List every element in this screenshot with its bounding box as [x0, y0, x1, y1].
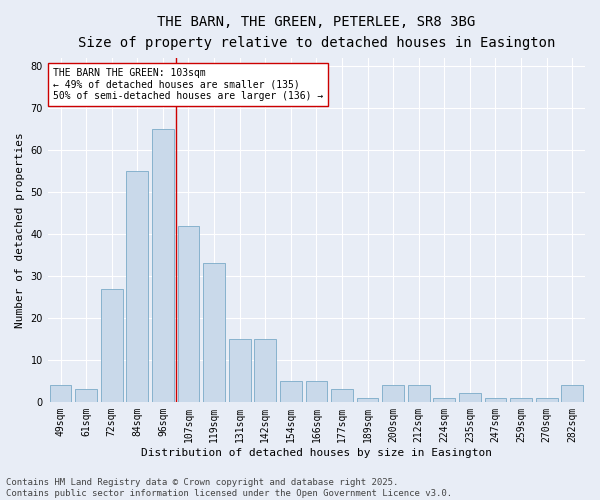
Bar — [562, 385, 583, 402]
Bar — [510, 398, 532, 402]
Text: THE BARN THE GREEN: 103sqm
← 49% of detached houses are smaller (135)
50% of sem: THE BARN THE GREEN: 103sqm ← 49% of deta… — [53, 68, 323, 101]
Bar — [203, 264, 225, 402]
Bar — [50, 385, 71, 402]
Bar — [178, 226, 199, 402]
Bar — [536, 398, 557, 402]
Bar — [382, 385, 404, 402]
Bar — [305, 381, 327, 402]
Bar — [356, 398, 379, 402]
Bar — [433, 398, 455, 402]
Bar — [254, 339, 276, 402]
Bar — [485, 398, 506, 402]
Bar — [280, 381, 302, 402]
Title: THE BARN, THE GREEN, PETERLEE, SR8 3BG
Size of property relative to detached hou: THE BARN, THE GREEN, PETERLEE, SR8 3BG S… — [78, 15, 555, 50]
Y-axis label: Number of detached properties: Number of detached properties — [15, 132, 25, 328]
Bar — [459, 394, 481, 402]
Bar — [331, 389, 353, 402]
Bar — [127, 171, 148, 402]
Bar — [229, 339, 251, 402]
Bar — [75, 389, 97, 402]
Bar — [408, 385, 430, 402]
Bar — [152, 129, 174, 402]
Text: Contains HM Land Registry data © Crown copyright and database right 2025.
Contai: Contains HM Land Registry data © Crown c… — [6, 478, 452, 498]
Bar — [101, 288, 122, 402]
X-axis label: Distribution of detached houses by size in Easington: Distribution of detached houses by size … — [141, 448, 492, 458]
